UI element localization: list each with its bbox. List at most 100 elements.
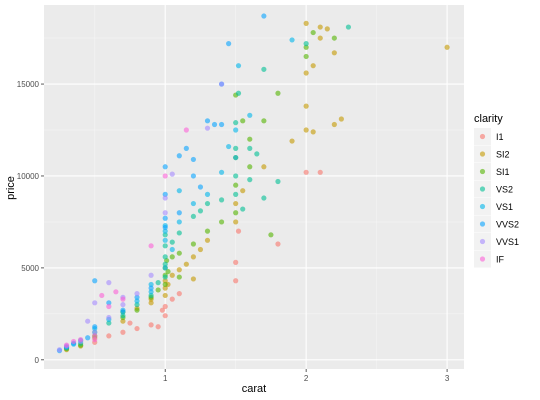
data-point [162, 191, 168, 197]
data-point [218, 169, 225, 175]
data-point [331, 121, 337, 128]
data-point [275, 90, 281, 96]
data-point [78, 336, 84, 343]
data-point [275, 241, 281, 247]
data-point [176, 219, 182, 225]
data-point [92, 329, 98, 335]
data-point [134, 302, 140, 308]
data-point [169, 272, 175, 278]
data-point [106, 314, 112, 321]
legend-label-si2: SI2 [496, 150, 510, 160]
data-point [235, 90, 242, 96]
data-point [218, 121, 225, 128]
data-point [162, 173, 168, 179]
data-point [233, 219, 239, 225]
data-point [197, 184, 204, 190]
data-point [176, 250, 182, 256]
data-point [106, 300, 112, 306]
data-point [183, 145, 189, 151]
data-point [303, 20, 309, 26]
data-point [162, 254, 168, 260]
data-point [338, 116, 344, 122]
data-point [99, 292, 105, 299]
data-points [56, 13, 450, 354]
data-point [310, 29, 316, 36]
series-vs2 [63, 24, 352, 351]
y-tick-label: 15000 [17, 80, 40, 89]
legend-label-if: IF [496, 255, 505, 265]
data-point [92, 300, 98, 306]
data-point [190, 213, 196, 220]
data-point [162, 313, 168, 319]
data-point [310, 129, 316, 135]
x-tick-label: 3 [445, 374, 450, 383]
data-point [155, 287, 161, 293]
data-point [261, 118, 267, 124]
data-point [106, 280, 112, 286]
data-point [169, 171, 175, 177]
data-point [127, 320, 133, 326]
data-point [247, 145, 253, 151]
data-point [134, 294, 140, 300]
data-point [218, 219, 225, 225]
data-point [317, 35, 323, 41]
data-point [162, 274, 168, 280]
data-point [303, 127, 309, 133]
data-point [148, 289, 154, 295]
data-point [226, 143, 232, 150]
data-point [176, 230, 182, 236]
data-point [63, 342, 70, 348]
data-point [162, 195, 168, 201]
data-point [176, 188, 182, 194]
data-point [162, 281, 168, 288]
legend: clarity I1 SI2 SI1 VS2 VS1 VVS2 VVS1 IF [474, 113, 519, 268]
data-point [233, 154, 239, 161]
data-point [190, 241, 196, 247]
data-point [235, 63, 242, 69]
data-point [345, 24, 352, 30]
data-point [106, 320, 112, 326]
data-point [159, 307, 165, 313]
data-point [324, 26, 330, 32]
data-point [289, 37, 295, 43]
data-point [134, 291, 140, 297]
data-point [120, 313, 126, 319]
series-if [63, 127, 189, 348]
data-point [226, 41, 232, 47]
data-point [162, 265, 168, 271]
data-point [92, 336, 98, 343]
data-point [183, 261, 189, 267]
x-tick-label: 1 [163, 374, 168, 383]
data-point [218, 197, 225, 203]
data-point [261, 164, 267, 170]
data-point [303, 44, 309, 50]
data-point [162, 228, 168, 234]
data-point [233, 127, 239, 133]
data-point [120, 307, 126, 313]
data-point [233, 173, 239, 179]
x-axis: 1 2 3 [163, 369, 450, 383]
data-point [169, 296, 175, 302]
data-point [162, 215, 168, 221]
data-point [85, 335, 91, 341]
data-point [162, 285, 168, 291]
data-point [148, 243, 154, 249]
data-point [176, 291, 182, 297]
data-point [106, 303, 112, 310]
data-point [176, 267, 182, 273]
y-tick-label: 0 [35, 356, 40, 365]
data-point [162, 232, 168, 238]
x-tick-label: 2 [304, 374, 309, 383]
legend-dot [479, 133, 486, 140]
data-point [134, 325, 140, 332]
data-point [190, 173, 196, 179]
data-point [204, 125, 211, 131]
data-point [134, 298, 140, 304]
data-point [233, 145, 239, 151]
data-point [197, 246, 204, 253]
data-point [120, 296, 126, 302]
data-point [162, 292, 168, 299]
legend-dot [479, 151, 486, 157]
